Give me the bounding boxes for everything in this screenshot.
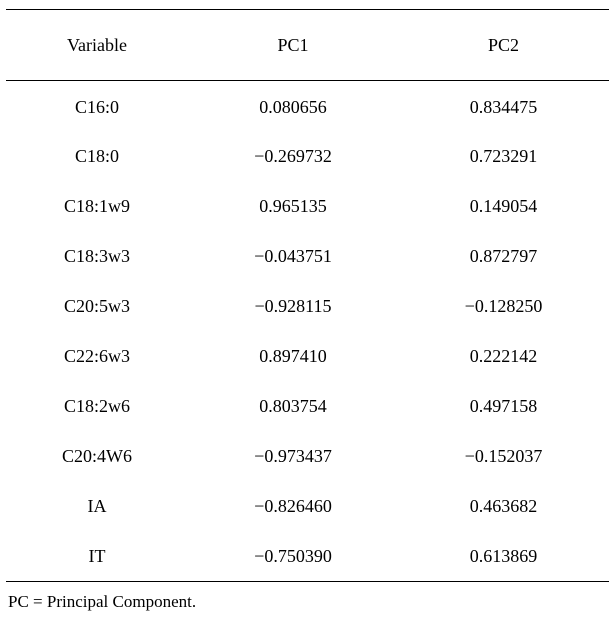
cell-pc2: 0.872797 — [469, 245, 538, 266]
table-row: C18:1w9 0.965135 0.149054 — [6, 181, 609, 231]
cell-pc1: −0.826460 — [254, 495, 332, 516]
cell-pc1: 0.965135 — [259, 195, 327, 216]
cell-variable: C18:2w6 — [63, 395, 130, 416]
cell-variable: IA — [87, 495, 107, 516]
cell-pc2: 0.613869 — [469, 545, 538, 566]
cell-pc2: −0.152037 — [464, 445, 543, 466]
table-row: IA −0.826460 0.463682 — [6, 481, 609, 531]
table-row: C20:5w3 −0.928115 −0.128250 — [6, 281, 609, 331]
bottom-rule — [6, 581, 609, 582]
cell-variable: C20:5w3 — [63, 295, 130, 316]
cell-variable: C18:3w3 — [63, 245, 130, 266]
cell-pc1: −0.269732 — [254, 145, 332, 166]
cell-pc2: 0.149054 — [469, 195, 538, 216]
loadings-table-body: C16:0 0.080656 0.834475 C18:0 −0.269732 … — [6, 81, 609, 581]
cell-pc1: 0.803754 — [259, 395, 327, 416]
loadings-table-container: Variable PC1 PC2 C16:0 0.080656 0.834475… — [6, 9, 609, 582]
cell-pc2: 0.463682 — [469, 495, 538, 516]
cell-pc2: 0.497158 — [469, 395, 538, 416]
cell-pc1: −0.928115 — [254, 295, 332, 316]
header-pc1: PC1 — [277, 34, 309, 55]
table-row: C20:4W6 −0.973437 −0.152037 — [6, 431, 609, 481]
top-rule — [6, 9, 609, 10]
cell-variable: C18:0 — [74, 145, 119, 166]
cell-variable: C16:0 — [74, 96, 119, 117]
table-row: C16:0 0.080656 0.834475 — [6, 81, 609, 131]
cell-variable: C18:1w9 — [63, 195, 130, 216]
loadings-table: Variable PC1 PC2 — [6, 10, 609, 80]
cell-pc1: 0.897410 — [259, 345, 327, 366]
cell-variable: IT — [88, 545, 106, 566]
cell-pc1: 0.080656 — [259, 96, 327, 117]
table-footnote: PC = Principal Component. — [8, 592, 197, 611]
header-variable: Variable — [67, 34, 127, 55]
header-pc2: PC2 — [487, 34, 520, 55]
header-row: Variable PC1 PC2 — [6, 10, 609, 80]
table-row: C22:6w3 0.897410 0.222142 — [6, 331, 609, 381]
cell-pc2: 0.723291 — [469, 145, 538, 166]
cell-pc1: −0.973437 — [254, 445, 332, 466]
cell-pc2: −0.128250 — [464, 295, 543, 316]
table-row: C18:3w3 −0.043751 0.872797 — [6, 231, 609, 281]
header-rule — [6, 80, 609, 81]
table-row: C18:0 −0.269732 0.723291 — [6, 131, 609, 181]
cell-variable: C20:4W6 — [62, 445, 132, 466]
table-row: IT −0.750390 0.613869 — [6, 531, 609, 581]
table-row: C18:2w6 0.803754 0.497158 — [6, 381, 609, 431]
cell-variable: C22:6w3 — [63, 345, 130, 366]
cell-pc1: −0.043751 — [254, 245, 332, 266]
cell-pc1: −0.750390 — [254, 545, 332, 566]
cell-pc2: 0.834475 — [469, 96, 538, 117]
cell-pc2: 0.222142 — [469, 345, 538, 366]
